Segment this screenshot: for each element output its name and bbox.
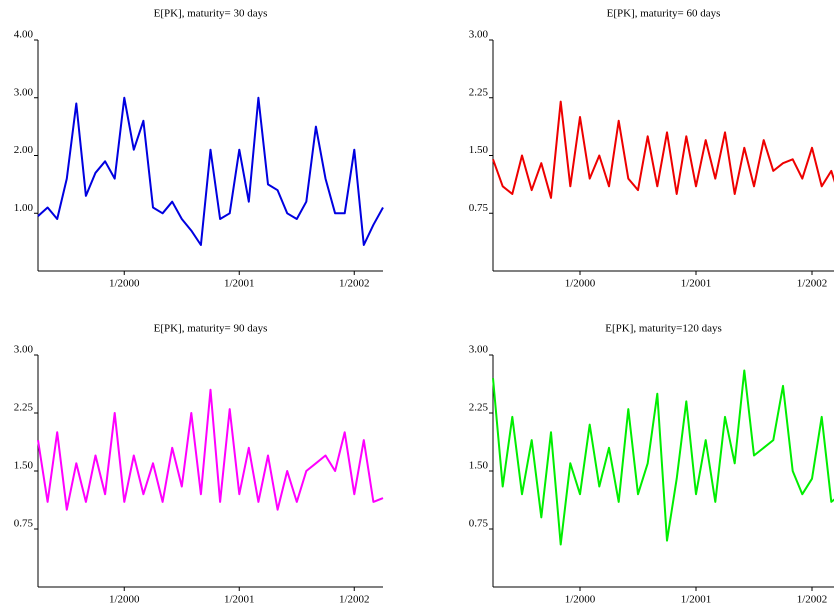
chart-title: E[PK], maturity= 90 days [154, 323, 268, 335]
x-tick-label: 1/2001 [681, 278, 712, 290]
y-tick-label: 1.50 [14, 460, 34, 472]
y-tick-label: 3.00 [469, 29, 489, 41]
y-tick-label: 0.75 [14, 518, 34, 530]
x-tick-label: 1/2001 [224, 278, 255, 290]
y-tick-label: 1.50 [469, 460, 489, 472]
chart-title: E[PK], maturity= 60 days [607, 8, 721, 20]
x-tick-label: 1/2000 [109, 594, 140, 606]
x-tick-label: 1/2002 [339, 278, 370, 290]
y-tick-label: 1.50 [469, 144, 489, 156]
x-tick-label: 1/2002 [797, 278, 828, 290]
series-line [492, 100, 834, 199]
chart-title: E[PK], maturity=120 days [605, 323, 722, 335]
x-tick-label: 1/2000 [565, 594, 596, 606]
y-tick-label: 4.00 [14, 29, 34, 41]
y-tick-label: 2.25 [469, 402, 489, 414]
x-tick-label: 1/2002 [339, 594, 370, 606]
chart-title: E[PK], maturity= 30 days [154, 8, 268, 20]
y-tick-label: 0.75 [469, 518, 489, 530]
y-tick-label: 0.75 [469, 202, 489, 214]
y-tick-label: 2.25 [14, 402, 34, 414]
y-tick-label: 3.00 [14, 344, 34, 356]
series-line [492, 369, 834, 546]
x-tick-label: 1/2000 [109, 278, 140, 290]
y-tick-label: 2.00 [14, 144, 34, 156]
series-line [37, 96, 384, 246]
x-tick-label: 1/2000 [565, 278, 596, 290]
y-tick-label: 3.00 [14, 86, 34, 98]
x-tick-label: 1/2001 [681, 594, 712, 606]
series-line [37, 388, 384, 511]
y-tick-label: 2.25 [469, 86, 489, 98]
x-tick-label: 1/2002 [797, 594, 828, 606]
x-tick-label: 1/2001 [224, 594, 255, 606]
y-tick-label: 1.00 [14, 202, 34, 214]
y-tick-label: 3.00 [469, 344, 489, 356]
